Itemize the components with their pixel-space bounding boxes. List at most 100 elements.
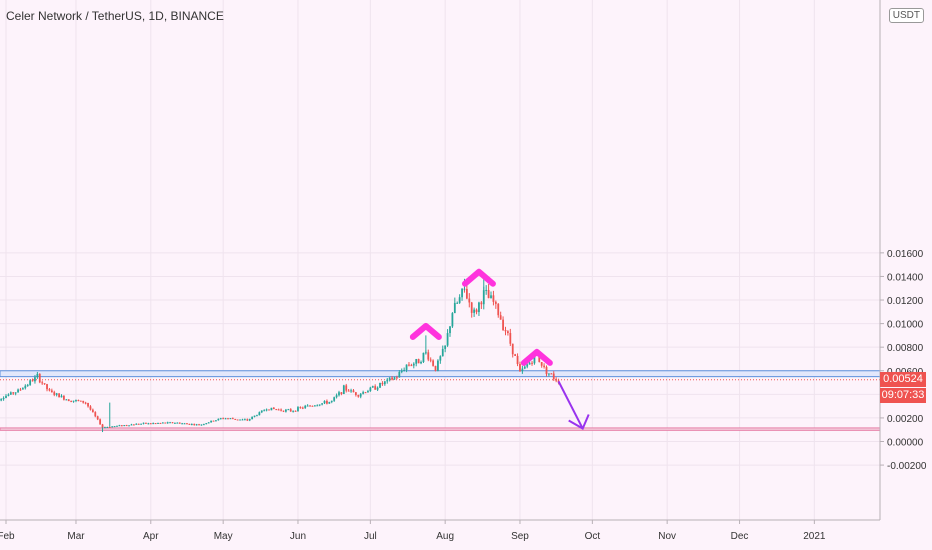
candle-body — [137, 423, 140, 425]
pattern-peak-marker — [520, 348, 553, 366]
candle-body — [292, 410, 295, 412]
candle-body — [120, 425, 123, 427]
x-tick-label: Oct — [585, 531, 601, 542]
candle-body — [369, 387, 372, 392]
candle-body — [104, 427, 106, 429]
candle-body — [405, 364, 408, 370]
x-tick-label: Feb — [0, 531, 15, 542]
chart-title: Celer Network / TetherUS, 1D, BINANCE — [6, 9, 224, 23]
candle-body — [461, 288, 463, 298]
currency-button[interactable]: USDT — [888, 8, 924, 23]
time-axis[interactable]: Feb Mar Apr May Jun Jul Aug Sep Oct Nov Dec 2021 — [0, 519, 932, 550]
candle-body — [145, 422, 147, 424]
candle-body — [393, 377, 396, 380]
candle-body — [304, 405, 307, 409]
x-tick-label: Aug — [436, 531, 454, 542]
candle-body — [412, 363, 415, 366]
candle-body — [142, 422, 145, 424]
candle-body — [154, 423, 157, 425]
candle-body — [164, 422, 167, 424]
candle-body — [550, 373, 553, 375]
candle-body — [434, 365, 437, 371]
candle-body — [46, 384, 48, 390]
candle-body — [132, 424, 135, 426]
candle-body — [468, 298, 471, 303]
candle-body — [526, 364, 529, 367]
candle-body — [128, 425, 130, 427]
candle-body — [169, 422, 171, 424]
candle-body — [94, 412, 97, 417]
candle-body — [12, 392, 15, 394]
candle-body — [113, 426, 116, 428]
candle-body — [538, 354, 541, 363]
x-tick-label: Dec — [731, 531, 749, 542]
candle-body — [381, 383, 384, 385]
candle-body — [17, 389, 19, 393]
candle-body — [338, 392, 340, 396]
y-tick-label: 0.00000 — [887, 438, 924, 449]
candle-body — [311, 405, 314, 407]
candle-body — [96, 416, 99, 420]
candle-body — [359, 393, 362, 397]
y-tick-label: 0.01600 — [887, 249, 924, 260]
candle-body — [99, 419, 102, 425]
candle-body — [159, 422, 162, 424]
candle-body — [478, 302, 480, 313]
candle-body — [545, 366, 548, 375]
x-tick-label: Nov — [658, 531, 676, 542]
candle-body — [487, 289, 490, 299]
pattern-peak-marker — [409, 322, 442, 340]
candle-body — [400, 370, 403, 373]
candle-body — [190, 424, 193, 426]
price-axis[interactable]: 0.016000.014000.012000.010000.008000.006… — [879, 0, 932, 550]
candle-body — [0, 399, 3, 401]
candle-body — [398, 372, 401, 378]
candle-body — [347, 390, 350, 392]
y-tick-label: -0.00200 — [887, 461, 927, 472]
candle-body — [219, 418, 222, 420]
candle-body — [19, 389, 22, 391]
candle-body — [507, 331, 509, 334]
candle-body — [318, 404, 321, 406]
candle-body — [362, 392, 365, 394]
candle-body — [253, 415, 256, 417]
candle-body — [55, 393, 58, 395]
candle-body — [229, 418, 232, 420]
candle-body — [410, 365, 413, 367]
candle-body — [243, 419, 246, 421]
candle-body — [193, 424, 196, 426]
candle-body — [63, 395, 65, 400]
time-axis-background — [0, 520, 932, 550]
candle-body — [183, 423, 186, 425]
candle-body — [48, 389, 51, 391]
last-price-badge: 0.00524 — [880, 371, 926, 387]
candle-body — [306, 405, 309, 407]
candle-body — [330, 400, 333, 402]
candle-body — [263, 410, 266, 412]
candle-body — [282, 410, 285, 412]
candle-body — [84, 402, 87, 404]
candle-body — [482, 290, 485, 305]
candle-body — [374, 386, 377, 390]
candles — [0, 278, 560, 433]
candle-body — [9, 392, 12, 395]
candle-body — [234, 418, 237, 420]
candle-body — [210, 420, 213, 423]
candle-body — [386, 379, 389, 382]
candle-body — [531, 362, 533, 364]
candle-body — [205, 423, 208, 425]
candle-body — [43, 383, 46, 385]
candle-body — [511, 343, 514, 355]
candle-body — [354, 392, 357, 396]
candle-body — [82, 400, 85, 403]
candle-body — [5, 395, 7, 398]
candle-body — [212, 420, 215, 422]
plot-background — [0, 0, 880, 520]
candle-body — [202, 424, 205, 426]
candle-body — [516, 355, 519, 364]
candle-body — [521, 368, 524, 372]
candle-body — [70, 401, 73, 403]
candle-body — [186, 423, 188, 425]
candle-body — [316, 405, 319, 407]
candle-body — [222, 418, 225, 420]
